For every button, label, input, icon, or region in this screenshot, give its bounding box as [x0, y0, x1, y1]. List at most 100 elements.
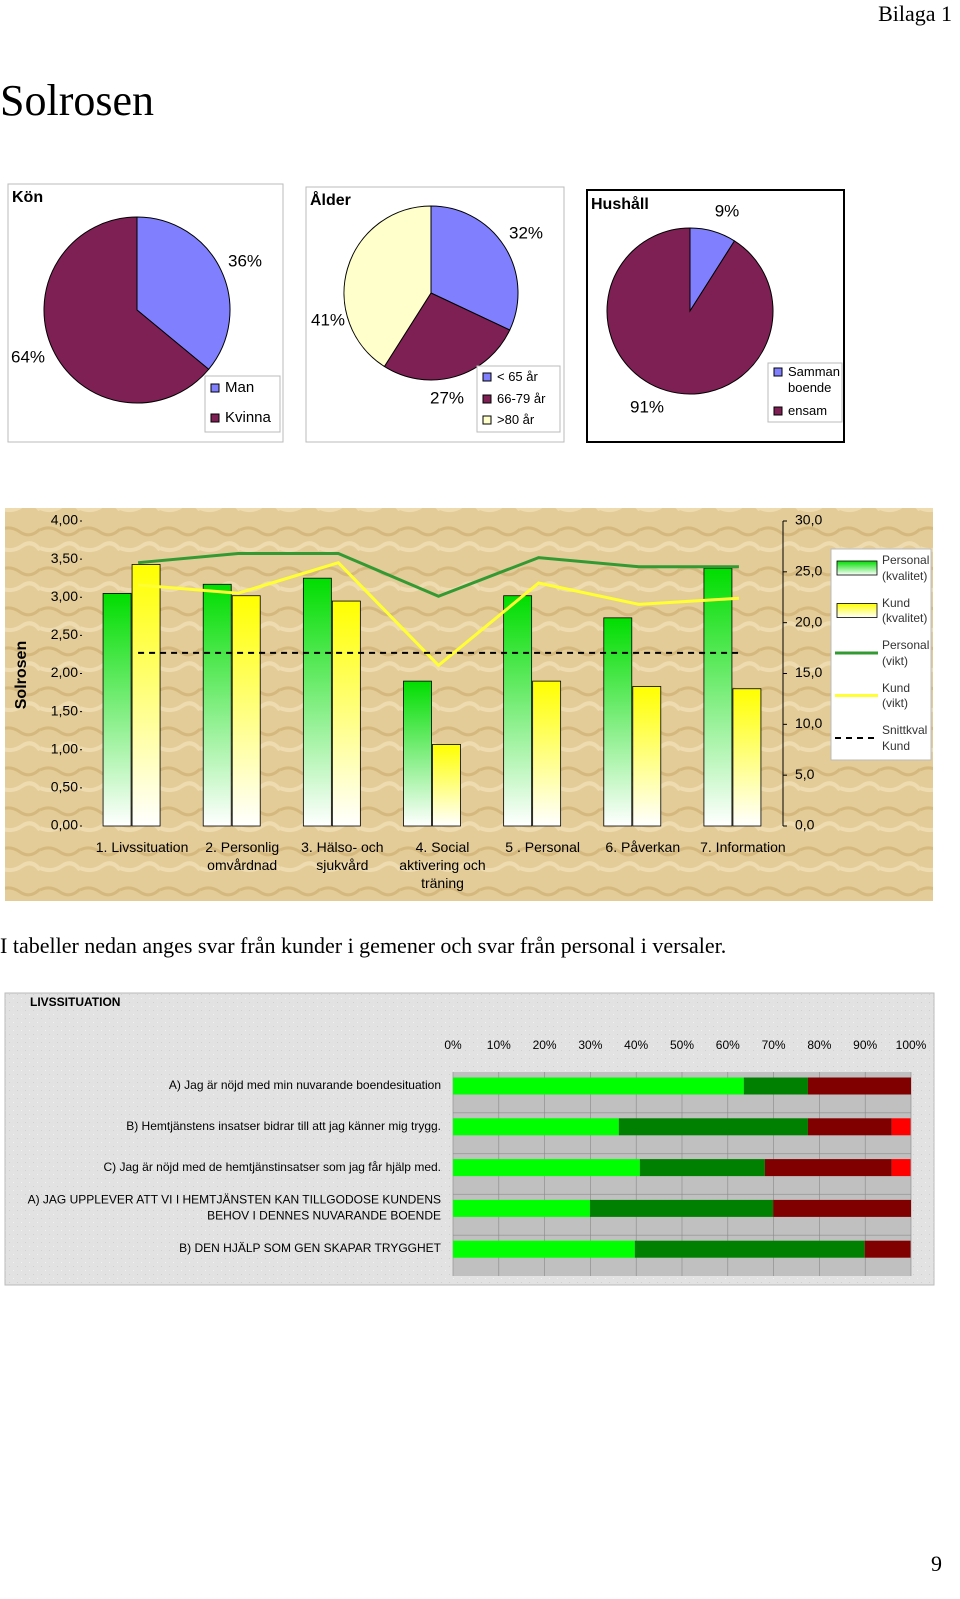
bar	[503, 595, 533, 827]
bar-segment	[764, 1159, 892, 1177]
bar	[403, 680, 432, 827]
legend-label: Samman boende	[788, 363, 841, 396]
line-series	[137, 552, 739, 598]
data-label: 36%	[228, 251, 262, 270]
x-tick-label: 30%	[578, 1038, 602, 1052]
legend-swatch	[210, 383, 220, 393]
y-tick-label: 1,00	[51, 740, 78, 756]
legend-label: Personal (kvalitet)	[882, 553, 930, 583]
bar	[732, 688, 762, 827]
y2-tick-label: 15,0	[795, 664, 822, 680]
bar-segment	[807, 1118, 892, 1136]
x-tick-label: 1. Livssituation	[95, 839, 189, 855]
data-label: 64%	[11, 347, 45, 366]
x-tick-label: 0%	[444, 1038, 462, 1052]
bar-segment	[589, 1199, 774, 1217]
bar-segment	[453, 1077, 744, 1095]
y2-tick-label: 30,0	[795, 512, 822, 528]
legend-swatch	[482, 415, 492, 425]
bar-segment	[743, 1077, 808, 1095]
bar	[432, 744, 461, 827]
x-tick-label: 6. Påverkan	[605, 839, 681, 855]
category-label: A) Jag är nöjd med min nuvarande boendes…	[168, 1078, 441, 1093]
pie-slice	[606, 227, 774, 395]
x-tick-label: 100%	[896, 1038, 927, 1052]
legend-swatch	[482, 394, 492, 404]
legend-swatch	[482, 372, 492, 382]
bar	[202, 583, 232, 827]
chart-title: LIVSSITUATION	[30, 995, 120, 1009]
pie-slice	[430, 205, 519, 331]
bar-segment	[453, 1199, 590, 1217]
x-tick-label: 90%	[853, 1038, 877, 1052]
pie-slice	[136, 216, 231, 370]
bar-segment	[891, 1118, 911, 1136]
legend-swatch	[773, 406, 783, 416]
bar	[231, 595, 261, 827]
legend-label: Kund (kvalitet)	[882, 595, 928, 626]
legend-label: 66-79 år	[497, 390, 546, 406]
data-label: 41%	[311, 310, 345, 329]
y2-tick-label: 20,0	[795, 613, 822, 629]
y-tick-label: 1,50	[51, 702, 78, 718]
y2-tick-label: 25,0	[795, 563, 822, 579]
bar	[102, 593, 132, 827]
data-label: 27%	[430, 388, 464, 407]
bar-segment	[864, 1240, 911, 1258]
bar-segment	[453, 1118, 619, 1136]
pie-slice	[383, 292, 511, 381]
category-label: B) Hemtjänstens insatser bidrar till att…	[126, 1119, 441, 1133]
y-tick-label: 3,00	[51, 588, 78, 604]
note: I tabeller nedan anges svar från kunder …	[0, 933, 727, 958]
bar-segment	[807, 1077, 911, 1095]
data-label: 91%	[630, 397, 664, 416]
y-tick-label: 0,00	[51, 817, 78, 833]
bar-segment	[453, 1159, 640, 1177]
x-tick-label: 5 . Personal	[505, 839, 580, 855]
bar-segment	[891, 1159, 911, 1177]
y2-tick-label: 10,0	[795, 715, 822, 731]
pie-slice	[43, 216, 210, 404]
x-tick-label: 50%	[670, 1038, 694, 1052]
legend-label: Man	[225, 379, 255, 397]
legend-label: Snittkval Kund	[882, 723, 928, 753]
x-tick-label: 3. Hälso- och sjukvård	[301, 839, 384, 874]
y2-tick-label: 0,0	[795, 817, 815, 833]
y2-tick-label: 5,0	[795, 766, 815, 782]
legend-swatch	[210, 413, 220, 423]
bar	[603, 617, 633, 827]
x-tick-label: 60%	[716, 1038, 740, 1052]
category-label: A) JAG UPPLEVER ATT VI I HEMTJÄNSTEN KAN…	[27, 1192, 441, 1223]
bar	[532, 680, 562, 827]
pie-slice	[343, 205, 432, 368]
legend-swatch	[836, 603, 878, 618]
bar	[632, 686, 662, 827]
data-label: 32%	[509, 223, 543, 242]
bar	[302, 577, 332, 827]
page-label: Bilaga 1	[878, 1, 952, 26]
legend-swatch	[836, 560, 878, 576]
bar-segment	[453, 1240, 635, 1258]
bar-segment	[618, 1118, 808, 1136]
category-label: C) Jag är nöjd med de hemtjänstinsatser …	[103, 1159, 442, 1174]
bar-segment	[639, 1159, 765, 1177]
x-tick-label: 40%	[624, 1038, 648, 1052]
legend-label: >80 år	[497, 411, 535, 427]
chart-title: Kön	[12, 189, 43, 206]
chart-title: Hushåll	[591, 195, 649, 213]
legend-swatch	[773, 367, 783, 377]
x-tick-label: 7. Information	[700, 839, 786, 855]
data-label: 9%	[715, 201, 740, 220]
bar	[703, 567, 733, 827]
legend-label: Personal (vikt)	[882, 638, 930, 668]
page-title: Solrosen	[0, 76, 154, 125]
bar-segment	[634, 1240, 865, 1258]
y-tick-label: 2,50	[51, 626, 78, 642]
x-tick-label: 80%	[807, 1038, 831, 1052]
bar	[131, 564, 161, 827]
bar-segment	[773, 1199, 911, 1217]
y-tick-label: 3,50	[51, 550, 78, 566]
y-axis-label: Solrosen	[13, 641, 30, 709]
